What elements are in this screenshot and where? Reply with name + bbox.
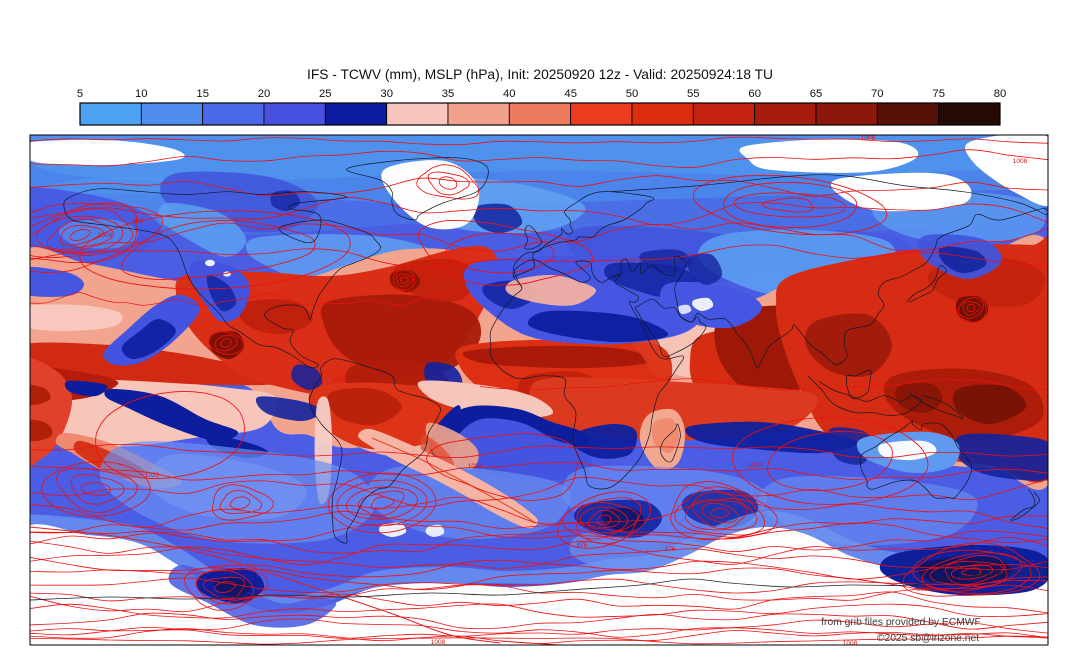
- svg-text:IFS - TCWV (mm), MSLP (hPa), I: IFS - TCWV (mm), MSLP (hPa), Init: 20250…: [307, 67, 773, 82]
- svg-text:50: 50: [626, 88, 639, 100]
- svg-text:1008: 1008: [431, 639, 446, 646]
- svg-text:1024: 1024: [468, 463, 483, 470]
- svg-text:960: 960: [917, 586, 928, 593]
- svg-text:©2025 sb@irizone.net: ©2025 sb@irizone.net: [877, 633, 979, 644]
- svg-text:25: 25: [319, 88, 332, 100]
- svg-text:1008: 1008: [98, 232, 113, 239]
- svg-text:15: 15: [196, 88, 209, 100]
- svg-text:1020: 1020: [145, 472, 160, 479]
- svg-text:1008: 1008: [333, 377, 348, 384]
- svg-text:10: 10: [135, 88, 148, 100]
- svg-text:75: 75: [932, 88, 945, 100]
- svg-text:5: 5: [77, 88, 83, 100]
- svg-text:20: 20: [258, 88, 271, 100]
- svg-text:70: 70: [871, 88, 884, 100]
- svg-text:45: 45: [564, 88, 577, 100]
- svg-text:40: 40: [503, 88, 516, 100]
- svg-text:from grib files provided by EC: from grib files provided by ECMWF: [821, 617, 981, 628]
- svg-text:1008: 1008: [861, 135, 876, 142]
- svg-text:1024: 1024: [748, 462, 763, 469]
- svg-text:65: 65: [810, 88, 823, 100]
- svg-text:30: 30: [380, 88, 393, 100]
- svg-text:80: 80: [994, 88, 1007, 100]
- svg-text:1008: 1008: [843, 640, 858, 647]
- svg-text:60: 60: [748, 88, 761, 100]
- svg-text:35: 35: [442, 88, 455, 100]
- svg-text:55: 55: [687, 88, 700, 100]
- svg-text:976: 976: [665, 546, 676, 553]
- svg-text:992: 992: [133, 218, 144, 225]
- svg-text:976: 976: [577, 542, 588, 549]
- svg-text:1008: 1008: [1013, 158, 1028, 165]
